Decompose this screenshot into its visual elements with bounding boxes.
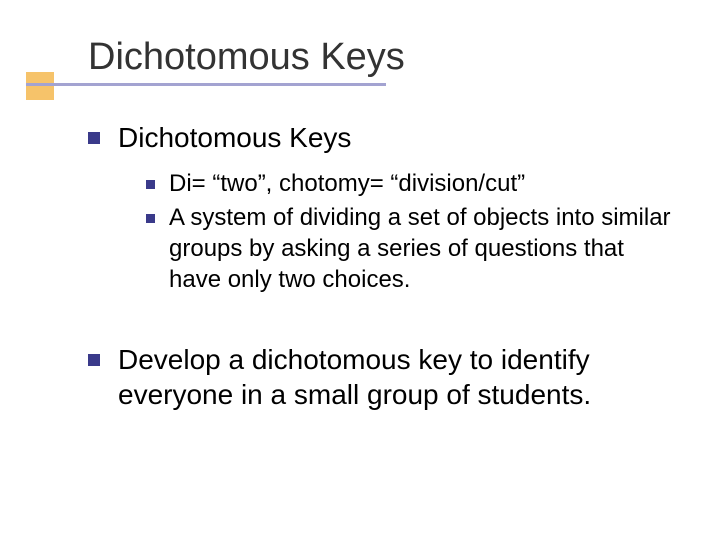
square-bullet-icon (88, 132, 100, 144)
spacer (88, 318, 672, 342)
accent-square-icon (26, 72, 54, 100)
list-item-text: Develop a dichotomous key to identify ev… (118, 342, 672, 412)
list-item: Dichotomous Keys (88, 120, 672, 155)
list-item: Di= “two”, chotomy= “division/cut” (146, 169, 672, 200)
square-bullet-icon (146, 180, 155, 189)
list-item: A system of dividing a set of objects in… (146, 203, 672, 295)
slide-title: Dichotomous Keys (88, 36, 672, 86)
square-bullet-icon (88, 354, 100, 366)
slide: Dichotomous Keys Dichotomous Keys Di= “t… (0, 0, 720, 540)
body-region: Dichotomous Keys Di= “two”, chotomy= “di… (88, 120, 672, 412)
sublist: Di= “two”, chotomy= “division/cut” A sys… (146, 169, 672, 296)
title-region: Dichotomous Keys (88, 36, 672, 86)
list-item-text: Di= “two”, chotomy= “division/cut” (169, 169, 525, 200)
list-item: Develop a dichotomous key to identify ev… (88, 342, 672, 412)
list-item-text: A system of dividing a set of objects in… (169, 203, 672, 295)
list-item-text: Dichotomous Keys (118, 120, 351, 155)
square-bullet-icon (146, 214, 155, 223)
